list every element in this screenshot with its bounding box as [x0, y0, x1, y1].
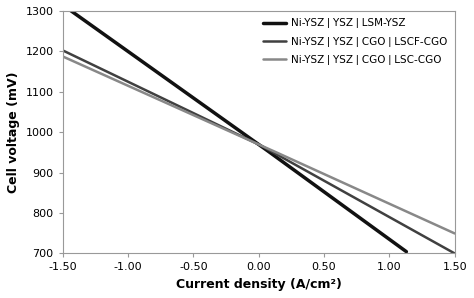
Line: Ni-YSZ❘YSZ❘CGO❘LSCF-CGO: Ni-YSZ❘YSZ❘CGO❘LSCF-CGO: [63, 50, 455, 254]
X-axis label: Current density (A/cm²): Current density (A/cm²): [176, 278, 342, 291]
Line: Ni-YSZ❘YSZ❘CGO❘LSC-CGO: Ni-YSZ❘YSZ❘CGO❘LSC-CGO: [63, 56, 455, 233]
Ni-YSZ❘YSZ❘CGO❘LSC-CGO: [329, 176, 335, 179]
Line: Ni-YSZ❘YSZ❘LSM-YSZ: Ni-YSZ❘YSZ❘LSM-YSZ: [63, 5, 406, 252]
Legend: Ni-YSZ❘YSZ❘LSM-YSZ, Ni-YSZ❘YSZ❘CGO❘LSCF-CGO, Ni-YSZ❘YSZ❘CGO❘LSC-CGO: Ni-YSZ❘YSZ❘LSM-YSZ, Ni-YSZ❘YSZ❘CGO❘LSCF-…: [261, 16, 449, 67]
Ni-YSZ❘YSZ❘CGO❘LSCF-CGO: [365, 204, 371, 207]
Ni-YSZ❘YSZ❘CGO❘LSCF-CGO: [373, 207, 378, 211]
Ni-YSZ❘YSZ❘LSM-YSZ: [296, 172, 301, 175]
Ni-YSZ❘YSZ❘CGO❘LSCF-CGO: [100, 68, 106, 71]
Ni-YSZ❘YSZ❘LSM-YSZ: [334, 199, 340, 203]
Ni-YSZ❘YSZ❘LSM-YSZ: [211, 111, 217, 114]
Ni-YSZ❘YSZ❘CGO❘LSC-CGO: [100, 73, 106, 76]
Ni-YSZ❘YSZ❘LSM-YSZ: [199, 102, 204, 105]
Ni-YSZ❘YSZ❘CGO❘LSCF-CGO: [60, 49, 65, 52]
Y-axis label: Cell voltage (mV): Cell voltage (mV): [7, 72, 20, 193]
Ni-YSZ❘YSZ❘CGO❘LSCF-CGO: [219, 125, 224, 128]
Ni-YSZ❘YSZ❘CGO❘LSC-CGO: [219, 126, 224, 129]
Ni-YSZ❘YSZ❘CGO❘LSC-CGO: [60, 55, 65, 58]
Ni-YSZ❘YSZ❘LSM-YSZ: [328, 195, 334, 198]
Ni-YSZ❘YSZ❘LSM-YSZ: [60, 3, 65, 7]
Ni-YSZ❘YSZ❘CGO❘LSC-CGO: [373, 195, 378, 199]
Ni-YSZ❘YSZ❘LSM-YSZ: [95, 28, 100, 32]
Ni-YSZ❘YSZ❘CGO❘LSC-CGO: [233, 132, 238, 136]
Ni-YSZ❘YSZ❘CGO❘LSC-CGO: [365, 193, 371, 196]
Ni-YSZ❘YSZ❘CGO❘LSCF-CGO: [452, 252, 457, 255]
Ni-YSZ❘YSZ❘CGO❘LSCF-CGO: [329, 183, 335, 187]
Ni-YSZ❘YSZ❘LSM-YSZ: [403, 250, 409, 254]
Ni-YSZ❘YSZ❘CGO❘LSC-CGO: [452, 232, 457, 235]
Ni-YSZ❘YSZ❘CGO❘LSCF-CGO: [233, 131, 238, 135]
